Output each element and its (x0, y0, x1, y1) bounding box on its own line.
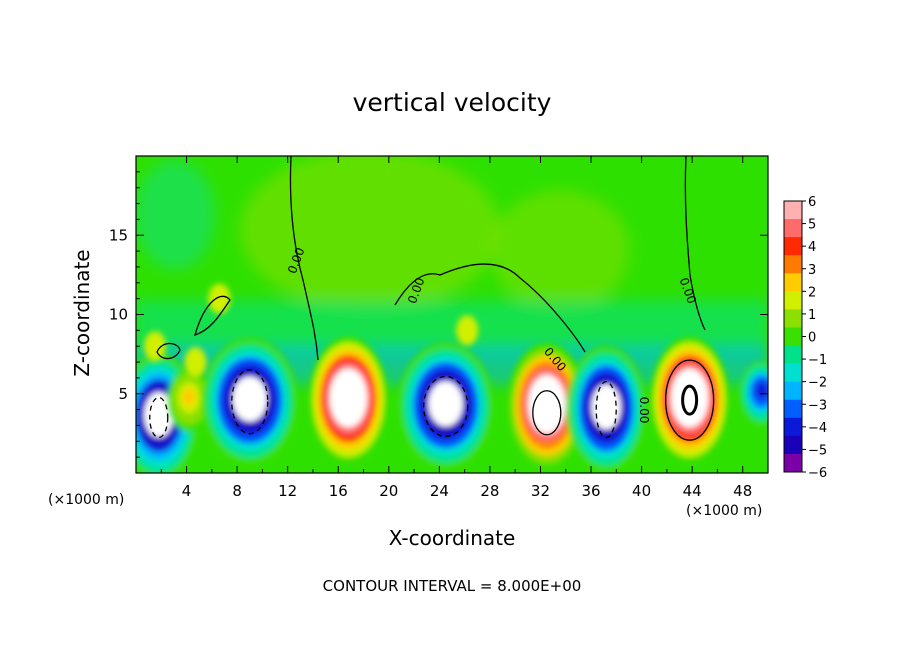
colorbar-tick-label: −5 (808, 443, 827, 458)
x-tick-label: 28 (480, 482, 499, 500)
colorbar-tick-label: −6 (808, 466, 827, 481)
zero-contour (394, 263, 586, 353)
x-tick-label: 40 (632, 482, 651, 500)
colorbar-swatch (784, 255, 802, 274)
colorbar-swatch (784, 219, 802, 238)
colorbar-swatch (784, 273, 802, 292)
colorbar-swatch (784, 327, 802, 347)
colorbar-tick-label: −3 (808, 398, 827, 413)
x-tick-label: 20 (379, 482, 398, 500)
zero-contour (289, 156, 319, 361)
colorbar-tick-label: 4 (808, 240, 816, 255)
positive-contour (664, 359, 715, 441)
plot-area (136, 156, 768, 473)
contour-interval-note: CONTOUR INTERVAL = 8.000E+00 (322, 577, 582, 595)
y-tick-label: 15 (109, 226, 128, 244)
colorbar-tick-label: 0 (808, 331, 816, 346)
x-axis-label: X-coordinate (388, 526, 516, 550)
colorbar-swatch (784, 363, 802, 383)
x-tick-label: 32 (531, 482, 550, 500)
colorbar-tick-label: 2 (808, 285, 816, 300)
colorbar-tick-label: 6 (808, 195, 816, 210)
colorbar-swatch (784, 309, 802, 328)
colorbar-tick-label: −1 (808, 353, 827, 368)
colorbar-swatch (784, 291, 802, 310)
colorbar-swatch (784, 381, 802, 401)
x-tick-label: 48 (733, 482, 752, 500)
colorbar: 6 5 4 3 2 1 0 −1 −2 −3 −4 −5 −6 (783, 195, 827, 481)
positive-contour (532, 390, 562, 436)
x-tick-label: 12 (278, 482, 297, 500)
field-cell (649, 336, 730, 465)
field-cell (308, 336, 389, 465)
x-unit-left: (×1000 m) (48, 492, 125, 508)
y-axis-label: Z-coordinate (70, 249, 94, 377)
zero-contour (156, 342, 181, 360)
negative-contour (149, 396, 169, 439)
contour-label: 0.00 (637, 397, 651, 424)
colorbar-tick-label: 1 (808, 308, 816, 323)
field-cell (397, 342, 494, 471)
colorbar-tick-label: −4 (808, 421, 827, 436)
x-tick-label: 8 (232, 482, 242, 500)
negative-contour (423, 375, 469, 438)
negative-contour (595, 380, 617, 439)
negative-contour (231, 369, 269, 435)
colorbar-swatch (784, 399, 802, 419)
y-tick-label: 10 (109, 306, 128, 324)
colorbar-swatch (784, 453, 802, 473)
field-cell (566, 345, 647, 473)
x-tick-label: 44 (683, 482, 702, 500)
y-tick-label: 5 (118, 385, 128, 403)
zero-contour (684, 156, 706, 331)
x-unit-right: (×1000 m) (686, 503, 763, 519)
colorbar-swatch (784, 237, 802, 256)
colorbar-swatch (784, 345, 802, 365)
field-cell (739, 361, 768, 426)
x-tick-label: 36 (581, 482, 600, 500)
colorbar-swatch (784, 201, 802, 220)
x-tick-label: 4 (182, 482, 192, 500)
x-axis: 4 8 12 16 20 24 28 32 36 40 44 48 (160, 156, 752, 500)
colorbar-swatch (784, 435, 802, 455)
field-cell (201, 337, 298, 466)
colorbar-tick-label: 5 (808, 218, 816, 233)
x-tick-label: 24 (430, 482, 449, 500)
chart-title: vertical velocity (352, 88, 552, 117)
x-tick-label: 16 (329, 482, 348, 500)
zero-contour (194, 295, 231, 337)
colorbar-tick-label: 3 (808, 263, 816, 278)
field-cell (167, 368, 212, 433)
colorbar-swatch (784, 417, 802, 437)
field-cell (506, 342, 587, 471)
positive-contour (681, 384, 699, 416)
colorbar-tick-label: −2 (808, 376, 827, 391)
y-axis: 5 10 15 (109, 171, 768, 458)
